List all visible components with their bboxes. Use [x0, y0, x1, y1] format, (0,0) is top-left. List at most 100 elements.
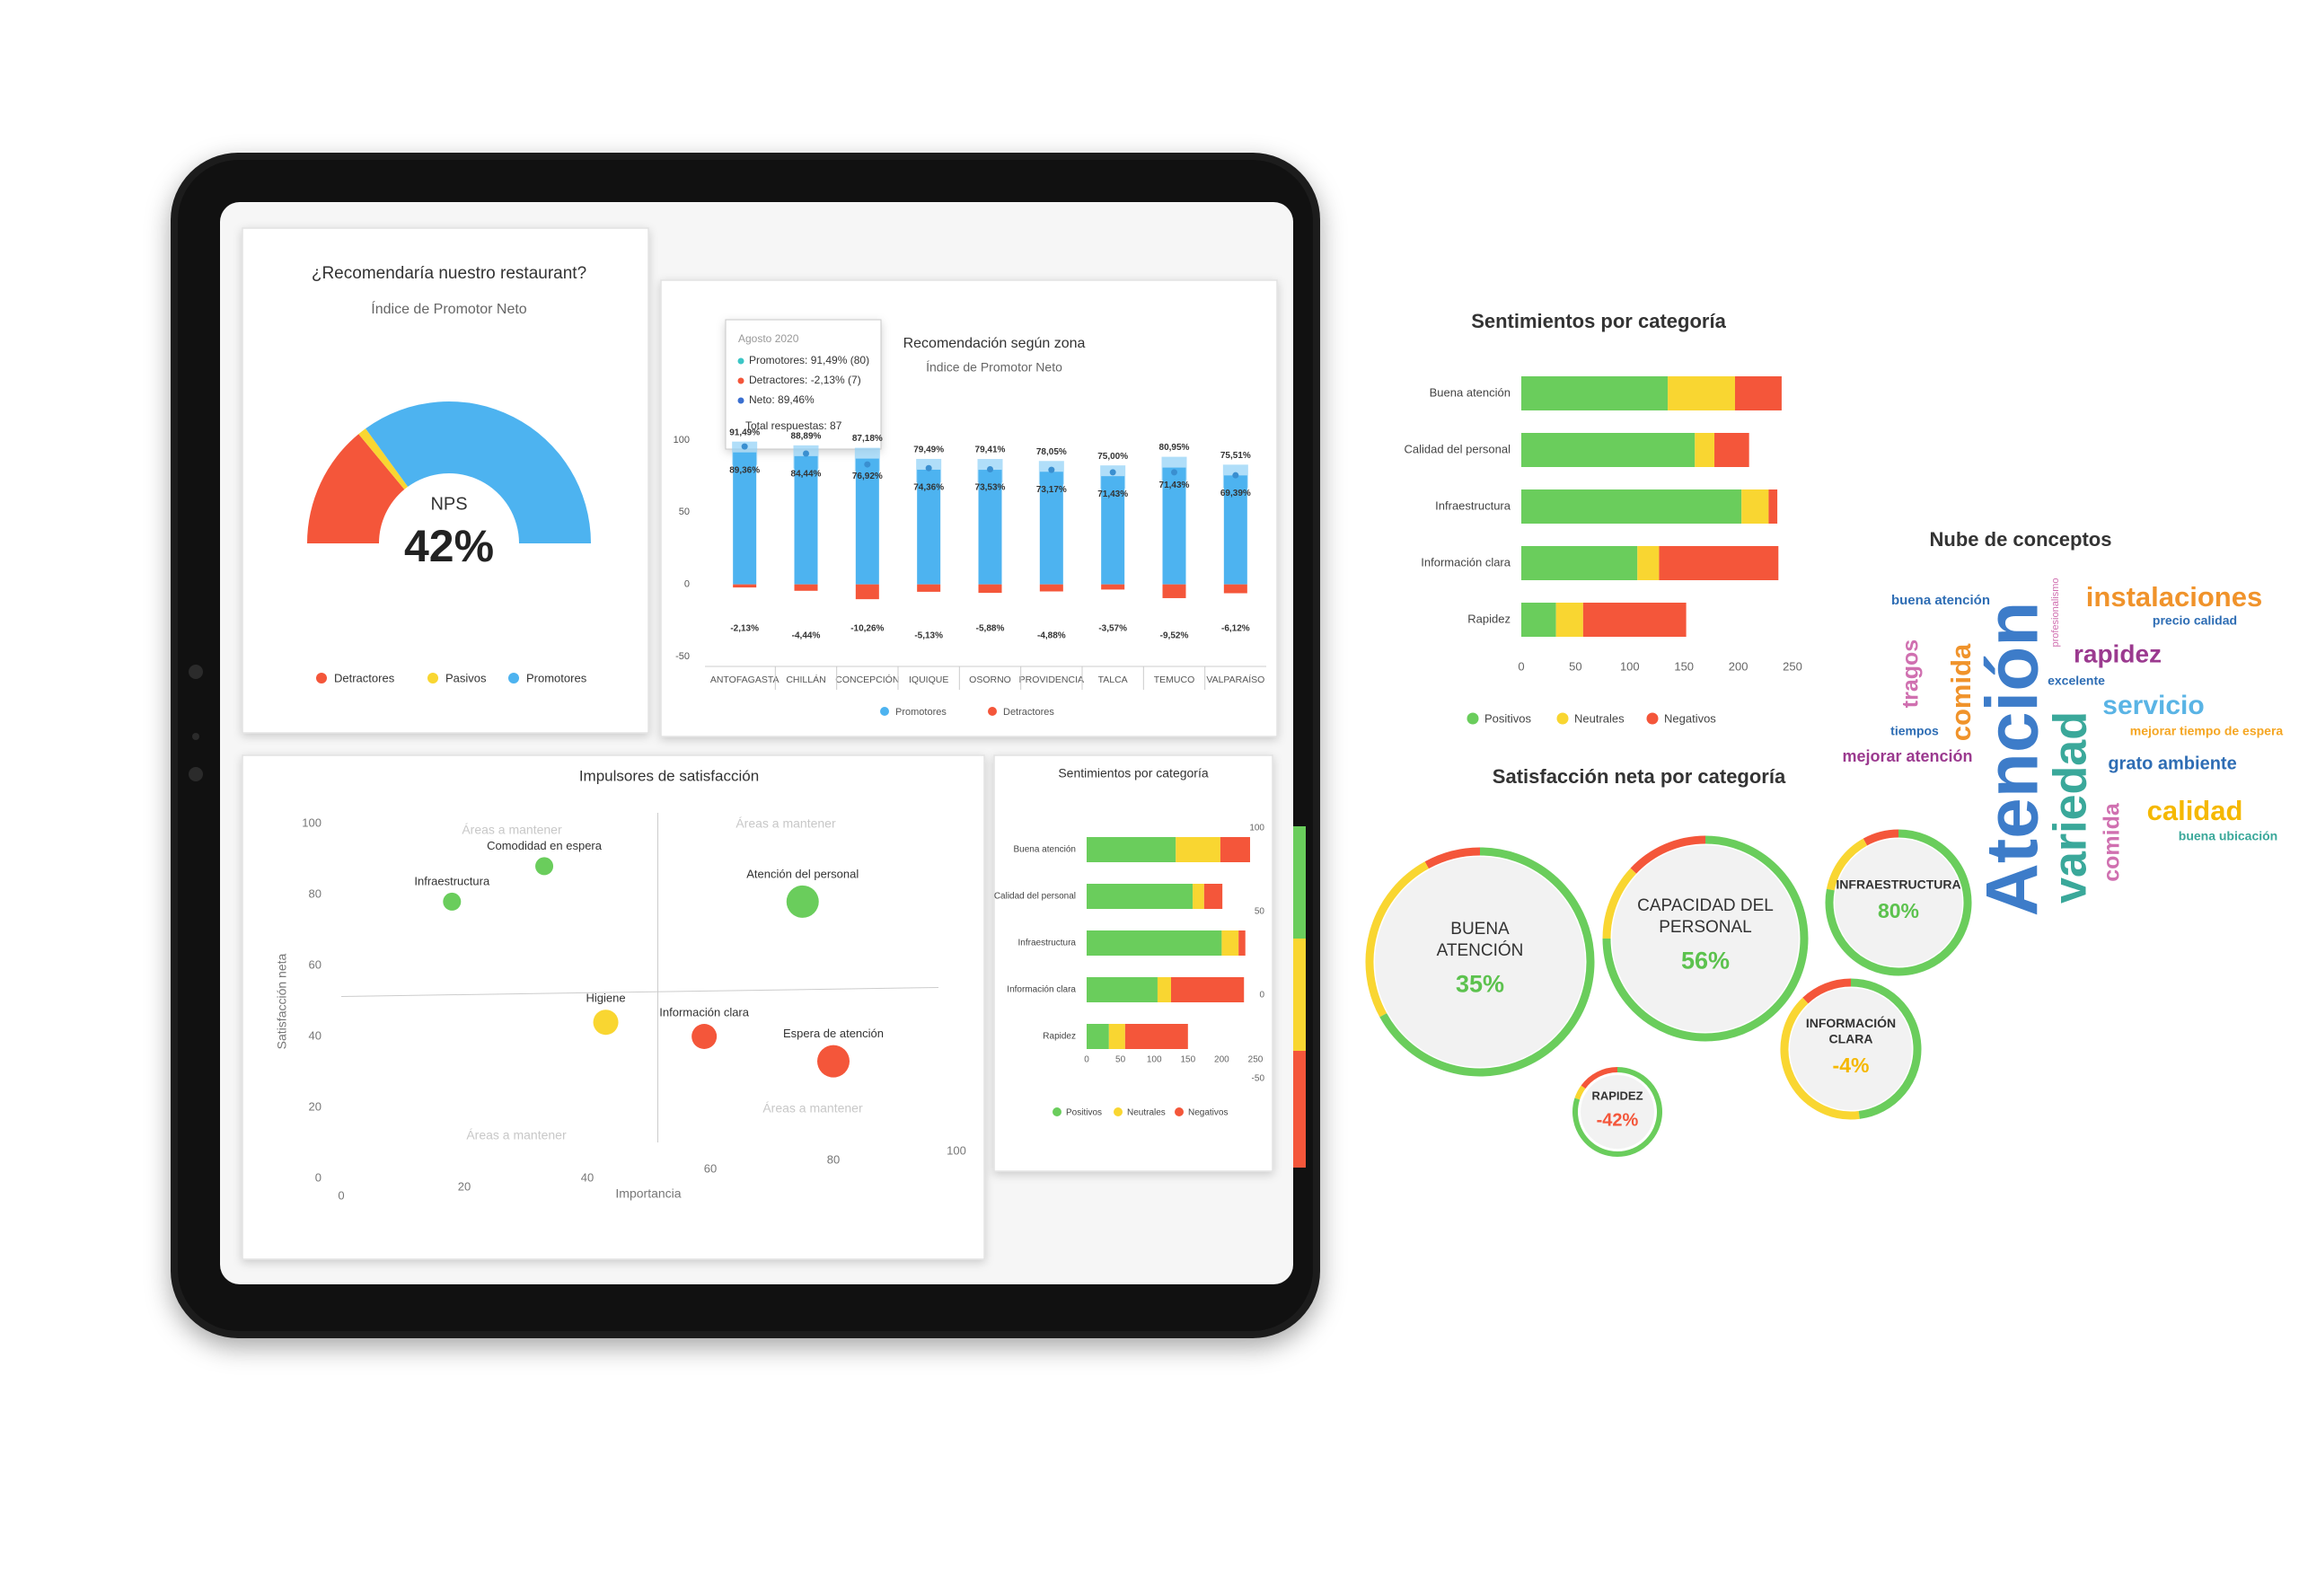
value-label: -3,57%	[1098, 624, 1127, 634]
x-tick-label: PROVIDENCIA	[1019, 675, 1084, 685]
y-tick-label: Calidad del personal	[994, 892, 1076, 902]
legend-dot	[508, 673, 519, 683]
legend-label: Promotores	[895, 707, 947, 718]
y-tick-label: 20	[309, 1099, 322, 1113]
bar-segment	[1734, 376, 1782, 410]
cloud-word: profesionalismo	[2050, 578, 2061, 647]
tooltip-dot	[737, 357, 744, 365]
x-tick-label: 200	[1729, 659, 1748, 673]
bar	[978, 584, 1002, 594]
bubble-label: INFRAESTRUCTURA	[1836, 877, 1960, 892]
bar-segment	[1176, 837, 1220, 862]
y-tick-label: 60	[309, 957, 322, 971]
bar-segment	[1521, 603, 1556, 637]
x-tick-label: TALCA	[1098, 675, 1128, 685]
value-label: -9,52%	[1160, 631, 1189, 641]
cloud-word: tragos	[1898, 639, 1924, 708]
bar-segment	[1582, 603, 1687, 637]
x-tick-label: 60	[704, 1161, 717, 1175]
tooltip	[725, 319, 882, 450]
ring-segment	[1365, 861, 1429, 1018]
nps-panel	[242, 227, 649, 734]
cloud-word: precio calidad	[2153, 613, 2237, 628]
legend-dot	[880, 707, 889, 716]
y-tick-label: Buena atención	[1013, 845, 1076, 855]
legend-dot	[988, 707, 997, 716]
panel-title: ¿Recomendaría nuestro restaurant?	[312, 264, 586, 283]
x-tick-label: 250	[1248, 1055, 1264, 1065]
cloud-word: grato ambiente	[2108, 754, 2236, 773]
chart-title: Sentimientos por categoría	[1471, 310, 1726, 332]
gauge-segment	[358, 428, 409, 489]
value-label: 79,41%	[975, 445, 1006, 455]
ring-segment	[1581, 1067, 1618, 1089]
value-label: -5,88%	[976, 624, 1005, 634]
legend-dot	[427, 673, 438, 683]
cloud-word: tiempos	[1890, 724, 1939, 738]
value-label: 75,00%	[1097, 452, 1128, 462]
point	[535, 857, 554, 876]
tooltip-line: Promotores: 91,49% (80)	[749, 354, 869, 366]
bar-segment	[1714, 433, 1749, 467]
x-tick-label: 100	[947, 1143, 966, 1157]
bar-segment	[1521, 489, 1742, 524]
side-tick-label: 100	[1249, 824, 1264, 833]
net-dot	[803, 450, 809, 457]
bubble-label: CAPACIDAD DEL	[1637, 896, 1774, 915]
point-label: Higiene	[586, 992, 626, 1005]
point	[443, 892, 462, 911]
ring-segment	[1572, 1067, 1662, 1157]
value-label: 78,05%	[1036, 447, 1067, 457]
quadrant-label: Áreas a mantener	[762, 1101, 863, 1115]
bar-segment	[1203, 884, 1223, 909]
bar	[1223, 584, 1247, 594]
chart-title: Satisfacción neta por categoría	[1493, 765, 1786, 788]
cloud-word: comida	[1945, 643, 1977, 741]
bar-segment	[1157, 977, 1171, 1002]
net-dot	[864, 461, 871, 468]
value-label: 76,92%	[852, 472, 883, 481]
bubble	[1835, 839, 1962, 966]
x-tick-label: OSORNO	[969, 675, 1011, 685]
bubble	[1612, 845, 1799, 1032]
panel-title: Recomendación según zona	[903, 336, 1086, 351]
ring-segment	[1379, 847, 1595, 1077]
bar-segment	[1087, 884, 1194, 909]
bar	[1223, 475, 1247, 585]
bubble-label: BUENA	[1450, 920, 1510, 939]
x-tick-label: TEMUCO	[1154, 675, 1195, 685]
x-tick-label: 40	[581, 1170, 594, 1184]
legend-label: Detractores	[1003, 707, 1054, 718]
panel-subtitle: Índice de Promotor Neto	[371, 300, 527, 317]
net-dot	[1109, 469, 1116, 476]
ring-segment	[1863, 829, 1899, 846]
bar	[917, 469, 941, 585]
legend-dot	[1114, 1107, 1123, 1116]
bubble-value: -42%	[1597, 1110, 1639, 1130]
bar-segment	[1193, 884, 1204, 909]
legend-label: Detractores	[334, 671, 395, 684]
x-tick-label: 0	[338, 1188, 344, 1202]
x-tick-label: CHILLÁN	[786, 674, 825, 685]
y-tick-label: Rapidez	[1467, 612, 1511, 625]
legend-dot	[1646, 712, 1659, 725]
quadrant-label: Áreas a mantener	[462, 823, 562, 837]
net-dot	[1171, 469, 1177, 476]
bubble-label: CLARA	[1829, 1031, 1873, 1045]
cloud-word: buena ubicación	[2179, 829, 2277, 843]
x-tick-label: 0	[1084, 1055, 1089, 1065]
legend-label: Pasivos	[445, 671, 487, 684]
x-tick-label: 0	[1518, 659, 1524, 673]
value-label: 87,18%	[852, 434, 883, 444]
cloud-word: instalaciones	[2086, 581, 2262, 613]
bar	[978, 470, 1002, 585]
bar-segment	[1238, 930, 1246, 956]
value-label: -5,13%	[914, 631, 943, 641]
panel-title: Impulsores de satisfacción	[579, 767, 759, 784]
value-label: 71,43%	[1159, 481, 1190, 490]
ring-segment	[1424, 847, 1481, 869]
bar	[1039, 584, 1063, 592]
ring-segment	[1630, 835, 1706, 874]
bar-segment	[1171, 977, 1245, 1002]
